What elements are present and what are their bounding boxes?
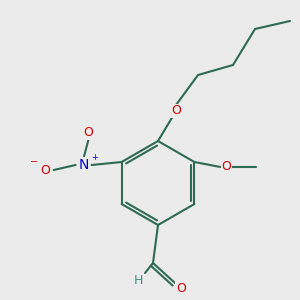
Text: N: N	[78, 158, 89, 172]
Text: O: O	[221, 160, 231, 173]
Text: O: O	[41, 164, 51, 176]
Text: O: O	[176, 281, 186, 295]
Text: −: −	[30, 157, 38, 167]
Text: H: H	[133, 274, 143, 287]
Text: +: +	[91, 152, 98, 161]
Text: O: O	[171, 104, 181, 118]
Text: O: O	[84, 127, 94, 140]
